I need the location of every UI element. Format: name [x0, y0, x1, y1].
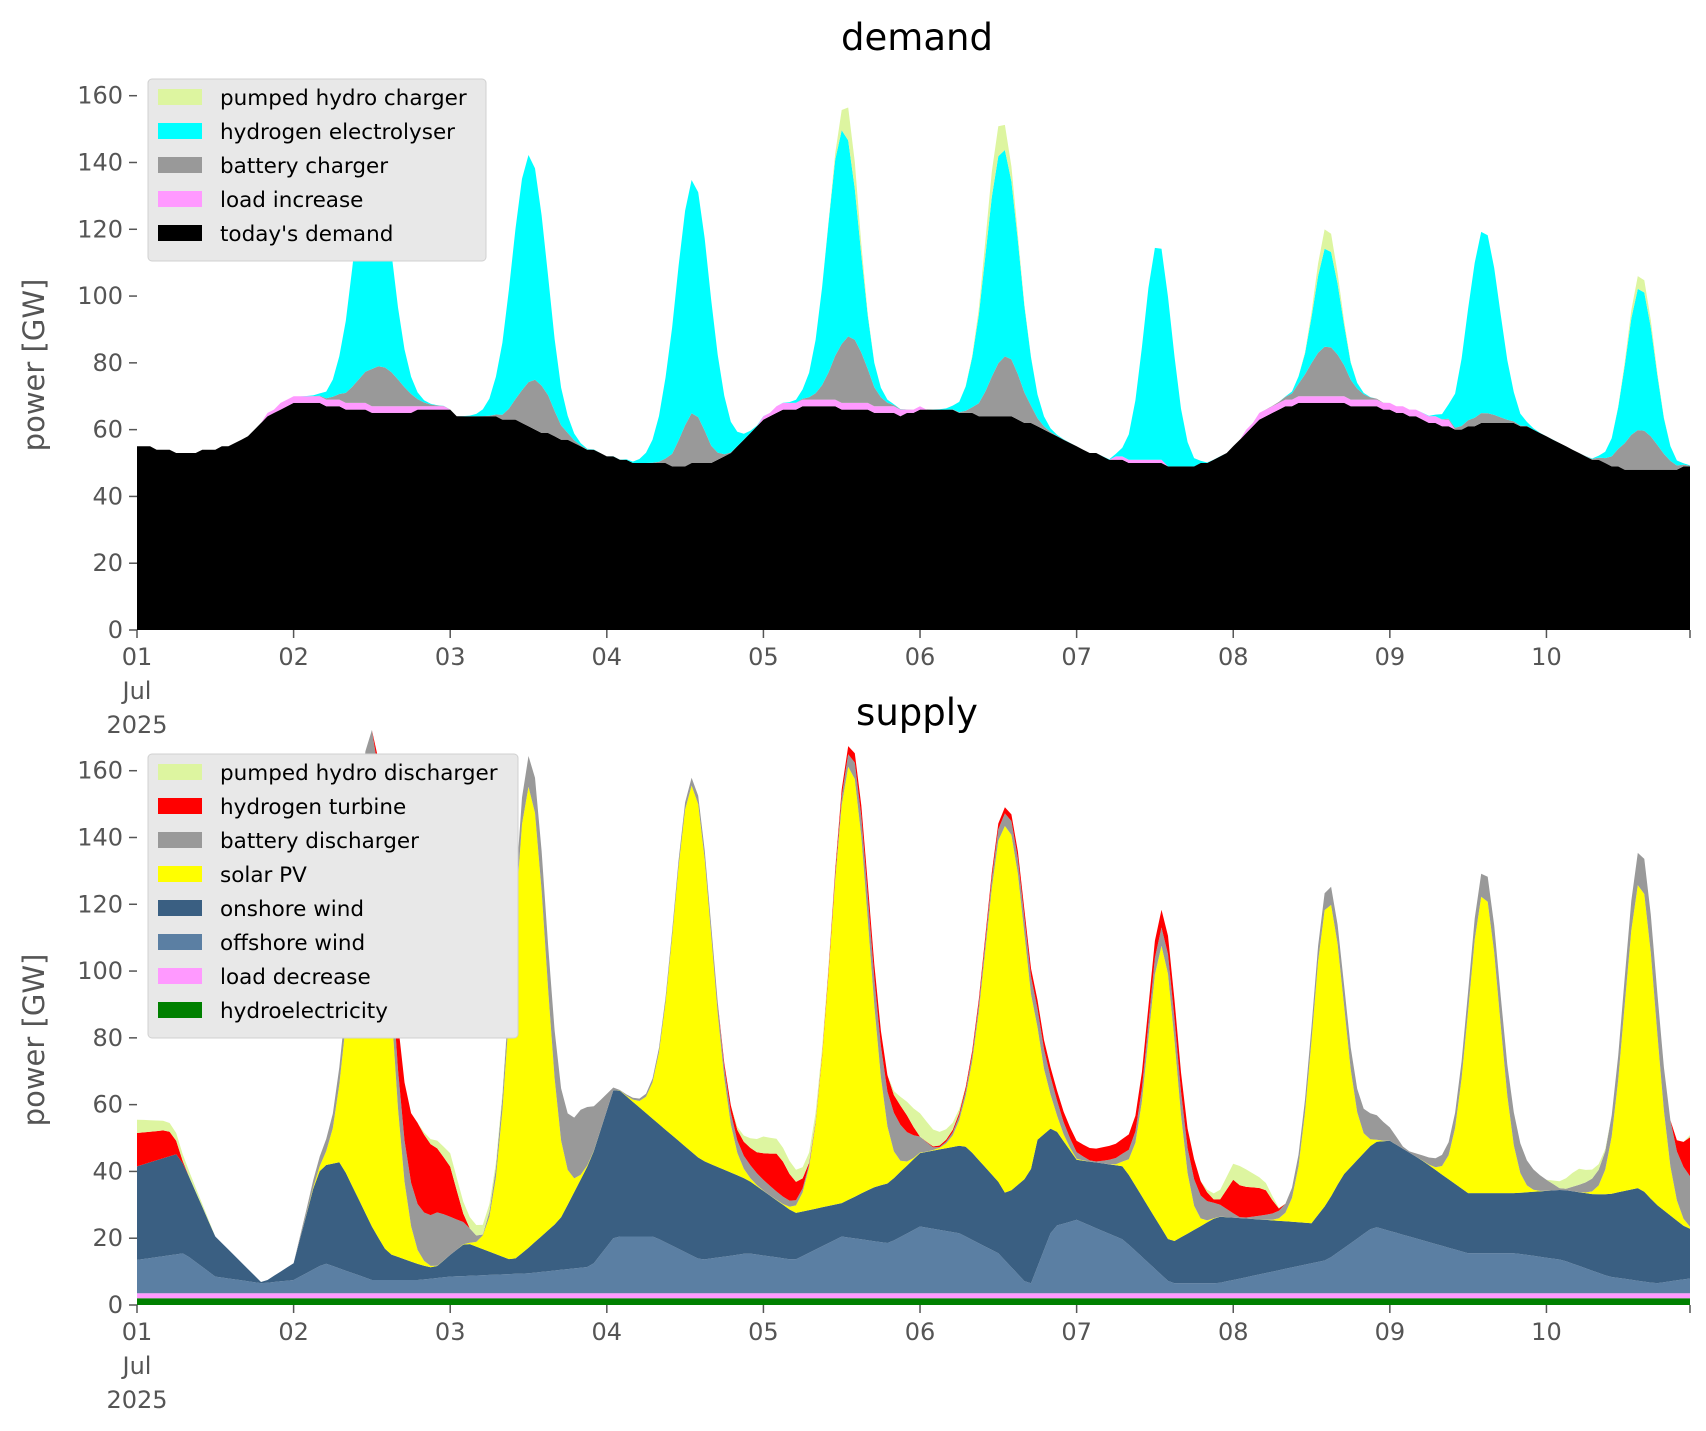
legend-swatch-battery-discharger: [158, 832, 202, 848]
y-tick-label: 160: [77, 82, 123, 110]
y-tick-label: 40: [92, 1157, 123, 1185]
y-tick-label: 40: [92, 482, 123, 510]
legend-frame: [147, 753, 519, 1039]
x-tick-label: 05: [748, 643, 779, 671]
legend-label-solar-pv: solar PV: [220, 863, 307, 888]
x-tick-label: 06: [905, 1318, 936, 1346]
y-tick-label: 0: [108, 616, 123, 644]
legend-swatch-offshore-wind: [158, 934, 202, 950]
x-tick-label: 2025: [106, 711, 167, 739]
y-tick-label: 120: [77, 215, 123, 243]
x-tick-label: 08: [1218, 1318, 1249, 1346]
legend-swatch-pumped-hydro-discharger: [158, 764, 202, 780]
legend-swatch-onshore-wind: [158, 900, 202, 916]
x-tick-label: 05: [748, 1318, 779, 1346]
x-tick-label: 07: [1061, 1318, 1092, 1346]
area-solar-pv: [137, 759, 1690, 1282]
y-tick-label: 140: [77, 148, 123, 176]
supply-chart: supply power [GW] 0204060801001201401600…: [17, 691, 1691, 1414]
y-tick-label: 80: [92, 1024, 123, 1052]
legend-label-hydroelectricity: hydroelectricity: [220, 999, 388, 1024]
x-tick-label: 01: [122, 643, 153, 671]
x-tick-label: 02: [278, 1318, 309, 1346]
area-hydroelectricity: [137, 1298, 1690, 1305]
legend-label-load-increase: load increase: [220, 188, 363, 213]
legend-swatch-battery-charger: [158, 157, 202, 173]
area-hydrogen-electrolyser: [137, 130, 1690, 467]
demand-chart-title: demand: [841, 16, 993, 59]
y-tick-label: 120: [77, 890, 123, 918]
supply-chart-title: supply: [856, 691, 978, 734]
y-tick-label: 80: [92, 349, 123, 377]
legend-swatch-hydrogen-electrolyser: [158, 123, 202, 139]
legend-label-today-s-demand: today's demand: [220, 222, 393, 247]
y-tick-label: 60: [92, 416, 123, 444]
y-tick-label: 100: [77, 957, 123, 985]
supply-axes: 0 20 40 60 80 100 120 140 160 01 Jul 2025 02 03 04 05 06…: [77, 757, 1691, 1414]
legend-swatch-hydrogen-turbine: [158, 798, 202, 814]
legend-swatch-pumped-hydro-charger: [158, 89, 202, 105]
legend-label-load-decrease: load decrease: [220, 965, 371, 990]
legend-swatch-load-increase: [158, 191, 202, 207]
legend-label-offshore-wind: offshore wind: [220, 931, 365, 956]
x-tick-label: 08: [1218, 643, 1249, 671]
supply-areas: [137, 730, 1690, 1305]
x-tick-label: 09: [1375, 1318, 1406, 1346]
legend-swatch-solar-pv: [158, 866, 202, 882]
y-tick-label: 100: [77, 282, 123, 310]
legend-label-onshore-wind: onshore wind: [220, 897, 364, 922]
demand-areas: [137, 107, 1690, 630]
legend-swatch-hydroelectricity: [158, 1002, 202, 1018]
x-tick-label: Jul: [121, 1352, 152, 1380]
y-tick-label: 20: [92, 1224, 123, 1252]
demand-axes: 0 20 40 60 80 100 120 140 160 01 Jul 2025 02 03 04 05 06…: [77, 82, 1691, 739]
x-tick-label: 03: [435, 1318, 466, 1346]
legend-label-battery-charger: battery charger: [220, 154, 388, 179]
area-today-s-demand: [137, 402, 1690, 630]
y-tick-label: 0: [108, 1291, 123, 1319]
legend-label-hydrogen-turbine: hydrogen turbine: [220, 795, 406, 820]
legend-label-pumped-hydro-discharger: pumped hydro discharger: [220, 761, 498, 786]
x-tick-label: 01: [122, 1318, 153, 1346]
legend-frame: [147, 78, 487, 262]
x-tick-label: 02: [278, 643, 309, 671]
x-tick-label: 04: [592, 1318, 623, 1346]
x-tick-label: 09: [1375, 643, 1406, 671]
area-load-increase: [137, 396, 1690, 470]
x-tick-label: 04: [592, 643, 623, 671]
x-tick-label: 06: [905, 643, 936, 671]
demand-chart: demand power [GW] 0204060801001201401600…: [17, 16, 1691, 739]
legend-label-pumped-hydro-charger: pumped hydro charger: [220, 86, 467, 111]
y-tick-label: 160: [77, 757, 123, 785]
supply-legend[interactable]: pumped hydro discharger hydrogen turbine b…: [147, 753, 519, 1039]
x-tick-label: 10: [1531, 643, 1562, 671]
x-tick-label: Jul: [121, 677, 152, 705]
legend-swatch-load-decrease: [158, 968, 202, 984]
x-tick-label: 07: [1061, 643, 1092, 671]
area-onshore-wind: [137, 1090, 1690, 1284]
x-tick-label: 2025: [106, 1386, 167, 1414]
legend-label-battery-discharger: battery discharger: [220, 829, 419, 854]
legend-label-hydrogen-electrolyser: hydrogen electrolyser: [220, 120, 455, 145]
demand-legend[interactable]: pumped hydro charger hydrogen electrolyse…: [147, 78, 487, 262]
y-tick-label: 60: [92, 1091, 123, 1119]
area-offshore-wind: [137, 1219, 1690, 1294]
x-tick-label: 10: [1531, 1318, 1562, 1346]
area-load-decrease: [137, 1293, 1690, 1299]
legend-swatch-today-s-demand: [158, 225, 202, 241]
y-tick-label: 140: [77, 823, 123, 851]
demand-y-axis-label: power [GW]: [17, 279, 51, 452]
supply-y-axis-label: power [GW]: [17, 954, 51, 1127]
y-tick-label: 20: [92, 549, 123, 577]
x-tick-label: 03: [435, 643, 466, 671]
